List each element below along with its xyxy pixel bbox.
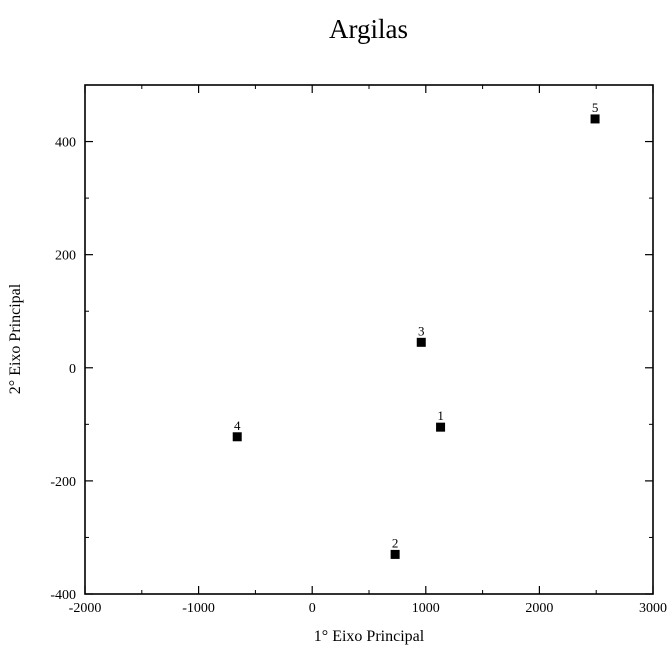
data-point-label: 4 — [234, 418, 241, 433]
x-tick-label: -1000 — [182, 601, 215, 616]
x-axis-ticks: -2000 -1000 0 1000 2000 3000 — [69, 85, 667, 616]
data-point-label: 5 — [592, 100, 599, 115]
x-tick-label: 2000 — [525, 601, 553, 616]
data-point-label: 1 — [437, 408, 444, 423]
y-tick-label: 0 — [69, 362, 76, 377]
data-point-1 — [436, 422, 446, 432]
x-tick-label: 0 — [309, 601, 316, 616]
data-points: 1 2 3 4 5 — [232, 100, 600, 559]
x-tick-label: 1000 — [412, 601, 440, 616]
plot-frame — [84, 84, 654, 595]
y-axis-ticks: -400 -200 0 200 400 — [50, 136, 653, 603]
chart-title: Argilas — [329, 14, 408, 44]
y-tick-label: -400 — [50, 588, 76, 603]
data-point-4 — [232, 432, 242, 442]
data-point-2 — [390, 549, 400, 559]
y-tick-label: 200 — [55, 249, 76, 264]
x-axis-label: 1° Eixo Principal — [314, 628, 425, 645]
y-tick-label: 400 — [55, 136, 76, 151]
data-point-5 — [590, 114, 600, 124]
x-tick-label: 3000 — [639, 601, 667, 616]
data-point-label: 3 — [418, 323, 425, 338]
y-tick-label: -200 — [50, 475, 76, 490]
x-tick-label: -2000 — [69, 601, 102, 616]
data-point-3 — [416, 337, 426, 347]
data-point-label: 2 — [392, 535, 399, 550]
y-axis-label: 2° Eixo Principal — [7, 283, 24, 394]
